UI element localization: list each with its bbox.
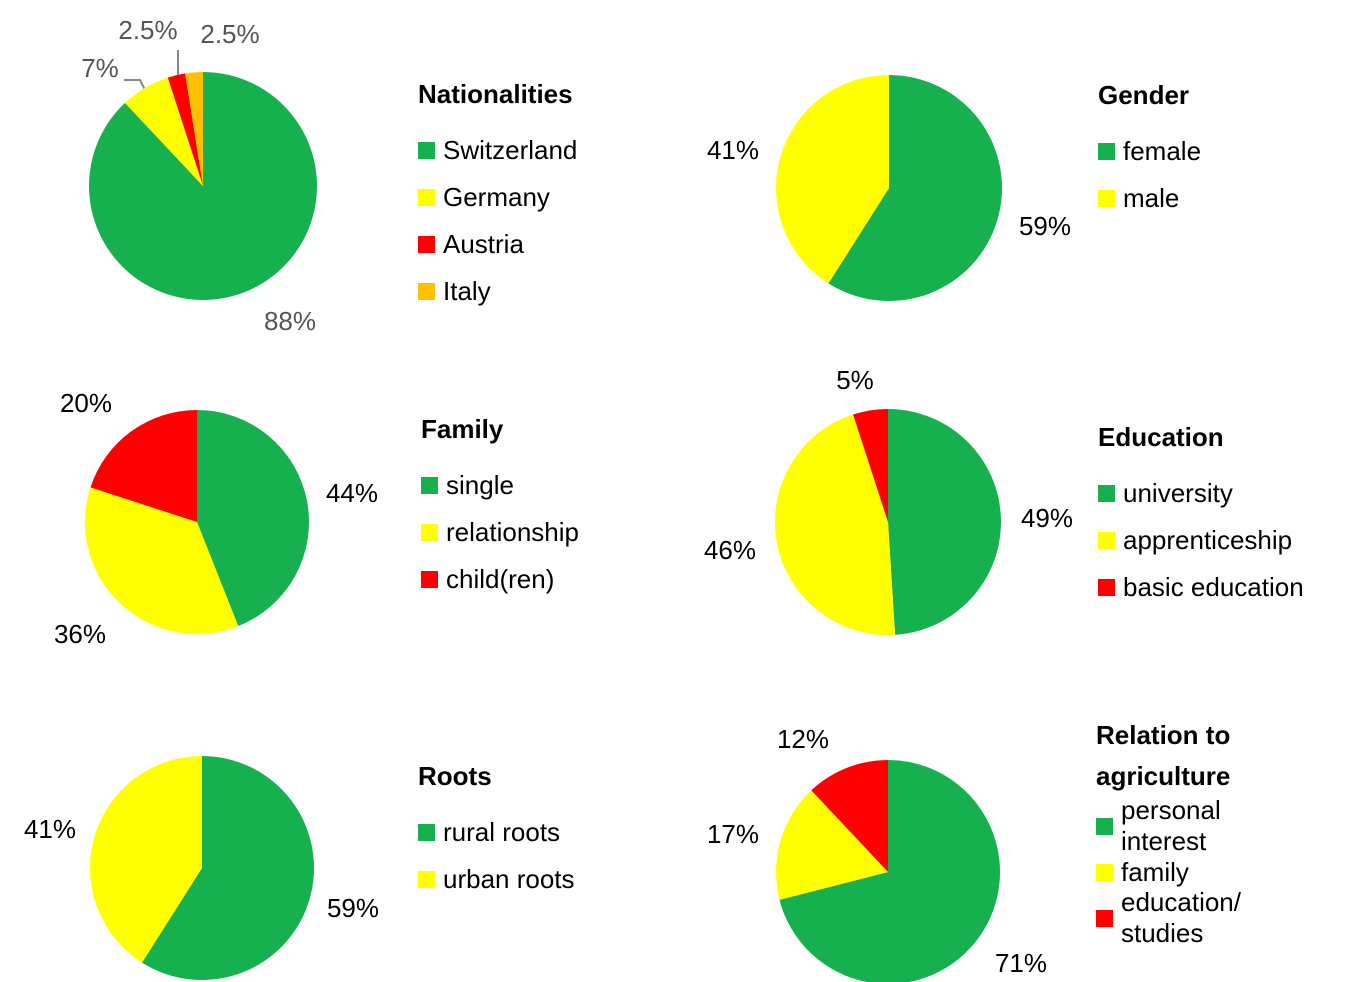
- slice-label: 49%: [1021, 503, 1073, 533]
- slice-label: 88%: [264, 306, 316, 336]
- legend-label: female: [1123, 136, 1202, 166]
- legend-swatch: [1096, 817, 1113, 835]
- slice-label: 2.5%: [118, 15, 177, 45]
- legend: Education university apprenticeship basic e…: [1098, 417, 1348, 611]
- legend-item: education/ studies: [1096, 887, 1296, 948]
- legend-label: male: [1123, 183, 1180, 213]
- legend-label: Switzerland: [443, 135, 578, 165]
- pie-slice: [811, 760, 888, 872]
- legend-item: Switzerland: [418, 127, 678, 174]
- legend-swatch: [1096, 909, 1113, 927]
- slice-label: 5%: [836, 365, 874, 395]
- legend-item: relationship: [421, 509, 681, 556]
- pie-slice: [853, 409, 888, 522]
- legend-title: Relation to agriculture: [1096, 720, 1231, 791]
- legend-label: rural roots: [443, 817, 561, 847]
- legend-item: child(ren): [421, 556, 681, 603]
- legend-label: child(ren): [446, 564, 555, 594]
- legend-item: Italy: [418, 268, 678, 315]
- pie-slice: [888, 409, 1002, 635]
- leader-line: [124, 79, 147, 93]
- legend-swatch: [1098, 143, 1115, 160]
- slice-label: 12%: [777, 724, 829, 754]
- pie-slice: [776, 75, 889, 284]
- legend-title: Education: [1098, 422, 1224, 452]
- slice-label: 36%: [54, 619, 106, 649]
- legend-item: university: [1098, 470, 1348, 517]
- slice-label: 20%: [60, 388, 112, 418]
- pie-slice: [197, 410, 310, 627]
- pie-slice: [141, 755, 315, 980]
- pie-slice: [828, 75, 1002, 301]
- legend-swatch: [418, 142, 435, 159]
- pie-slice: [167, 73, 203, 186]
- legend-swatch: [418, 236, 435, 253]
- slice-label: 17%: [707, 819, 759, 849]
- legend-label: Italy: [443, 276, 491, 306]
- legend-item: apprenticeship: [1098, 517, 1348, 564]
- slice-label: 59%: [327, 893, 379, 923]
- legend-label: relationship: [446, 517, 579, 547]
- legend-item: female: [1098, 128, 1338, 175]
- slice-label: 41%: [24, 814, 76, 844]
- legend-swatch: [418, 824, 435, 841]
- legend: Relation to agriculture personal interest…: [1096, 715, 1296, 948]
- legend-swatch: [421, 571, 438, 588]
- pie-slice: [85, 487, 239, 634]
- legend-label: basic education: [1123, 572, 1304, 602]
- legend-swatch: [1096, 863, 1113, 881]
- legend-item: single: [421, 462, 681, 509]
- legend-item: basic education: [1098, 564, 1348, 611]
- legend-swatch: [418, 189, 435, 206]
- pie-slice: [185, 72, 203, 186]
- legend-item: urban roots: [418, 856, 678, 903]
- pie-slice: [776, 790, 888, 900]
- legend-item: rural roots: [418, 809, 678, 856]
- pie-slice: [90, 410, 197, 522]
- legend-title: Family: [421, 414, 504, 444]
- legend-swatch: [1098, 485, 1115, 502]
- legend-item: male: [1098, 175, 1338, 222]
- slice-label: 46%: [704, 535, 756, 565]
- legend-label: urban roots: [443, 864, 575, 894]
- legend-item: family: [1096, 849, 1296, 895]
- legend: Nationalities Switzerland Germany Austria It…: [418, 74, 678, 315]
- legend-swatch: [421, 524, 438, 541]
- legend-label: Germany: [443, 182, 550, 212]
- legend: Gender female male: [1098, 75, 1338, 222]
- slice-label: 7%: [81, 53, 119, 83]
- legend-label: Austria: [443, 229, 524, 259]
- slice-label: 41%: [707, 135, 759, 165]
- legend-swatch: [1098, 579, 1115, 596]
- legend-item: Germany: [418, 174, 678, 221]
- legend-title: Gender: [1098, 80, 1190, 110]
- slice-label: 59%: [1019, 211, 1071, 241]
- legend-title: Roots: [418, 761, 492, 791]
- legend: Roots rural roots urban roots: [418, 756, 678, 903]
- legend-label: education/ studies: [1121, 887, 1241, 948]
- slice-label: 71%: [995, 948, 1047, 978]
- legend-label: personal interest: [1121, 795, 1221, 856]
- pie-slice: [124, 77, 203, 186]
- legend-swatch: [1098, 532, 1115, 549]
- legend-swatch: [421, 477, 438, 494]
- legend-swatch: [1098, 190, 1115, 207]
- slice-label: 2.5%: [200, 19, 259, 49]
- legend-swatch: [418, 283, 435, 300]
- slice-label: 44%: [326, 478, 378, 508]
- legend-label: university: [1123, 478, 1233, 508]
- pie-slice: [90, 756, 202, 963]
- legend-title: Nationalities: [418, 79, 573, 109]
- pie-slice: [774, 414, 896, 635]
- legend: Family single relationship child(ren): [421, 409, 681, 603]
- legend-label: family: [1121, 856, 1189, 887]
- legend-item: personal interest: [1096, 795, 1296, 856]
- legend-label: single: [446, 470, 514, 500]
- legend-swatch: [418, 871, 435, 888]
- legend-item: Austria: [418, 221, 678, 268]
- legend-label: apprenticeship: [1123, 525, 1293, 555]
- pie-slice: [779, 760, 1000, 982]
